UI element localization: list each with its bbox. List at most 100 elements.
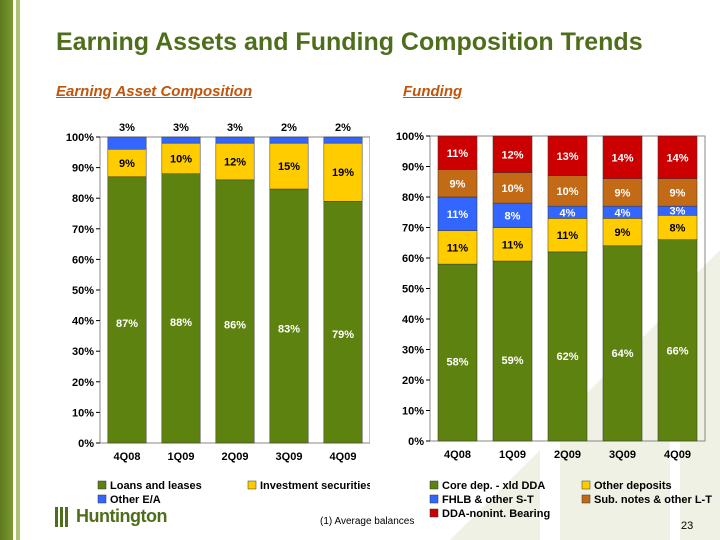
legend-swatch <box>97 480 107 490</box>
bar-segment <box>657 178 698 207</box>
y-tick-label: 20% <box>402 375 424 387</box>
bar-segment <box>269 188 309 444</box>
huntington-logo: Huntington <box>55 506 167 527</box>
bar-segment <box>437 196 478 231</box>
left-decorative-stripe <box>16 0 20 540</box>
data-label: 59% <box>501 355 523 367</box>
bar-segment <box>547 218 588 253</box>
left-decorative-bar <box>0 0 13 540</box>
data-label: 9% <box>450 178 466 190</box>
legend-label: Loans and leases <box>110 480 202 492</box>
bar-segment <box>602 245 643 442</box>
legend-swatch <box>429 480 439 490</box>
data-label: 15% <box>278 161 300 173</box>
x-tick-label: 1Q09 <box>168 451 195 463</box>
data-label: 10% <box>556 186 578 198</box>
legend-label: Other deposits <box>594 480 672 492</box>
legend-label: FHLB & other S-T <box>442 494 534 506</box>
bar-segment <box>161 136 201 144</box>
funding-subtitle: Funding <box>403 83 463 100</box>
data-label: 11% <box>447 242 469 254</box>
data-label: 14% <box>611 152 633 164</box>
data-label: 3% <box>173 122 189 134</box>
x-tick-label: 4Q09 <box>664 449 691 461</box>
bar-segment <box>437 263 478 442</box>
bar-segment <box>437 169 478 198</box>
x-tick-label: 4Q08 <box>444 449 471 461</box>
y-tick-label: 30% <box>402 345 424 357</box>
bar-segment <box>161 173 201 444</box>
y-tick-label: 40% <box>72 316 94 328</box>
bar-segment <box>323 201 363 444</box>
bar-segment <box>547 251 588 442</box>
legend-swatch <box>429 494 439 504</box>
x-tick-label: 3Q09 <box>609 449 636 461</box>
bar-segment <box>602 218 643 247</box>
data-label: 2% <box>335 122 351 134</box>
bar-segment <box>269 136 309 144</box>
x-tick-label: 2Q09 <box>222 451 249 463</box>
data-label: 66% <box>666 345 688 357</box>
bar-segment <box>492 227 533 262</box>
data-label: 8% <box>670 223 686 235</box>
legend-swatch <box>429 508 439 518</box>
bar-segment <box>437 135 478 170</box>
legend-label: Investment securities <box>260 480 370 492</box>
data-label: 62% <box>556 351 578 363</box>
x-tick-label: 2Q09 <box>554 449 581 461</box>
y-tick-label: 0% <box>78 438 94 450</box>
data-label: 12% <box>501 149 523 161</box>
data-label: 11% <box>447 209 469 221</box>
footnote: (1) Average balances <box>320 516 415 527</box>
x-tick-label: 3Q09 <box>276 451 303 463</box>
data-label: 12% <box>224 156 246 168</box>
bar-segment <box>657 239 698 442</box>
data-label: 14% <box>666 152 688 164</box>
bar-segment <box>657 135 698 179</box>
bar-segment <box>215 179 255 444</box>
bar-segment <box>107 148 147 178</box>
y-tick-label: 60% <box>402 253 424 265</box>
data-label: 64% <box>611 348 633 360</box>
data-label: 9% <box>615 227 631 239</box>
bar-segment <box>215 136 255 144</box>
data-label: 8% <box>505 210 521 222</box>
y-tick-label: 100% <box>66 132 94 144</box>
page-title: Earning Assets and Funding Composition T… <box>56 28 643 56</box>
y-tick-label: 90% <box>402 162 424 174</box>
legend-label: Sub. notes & other L-T <box>594 494 712 506</box>
x-tick-label: 4Q09 <box>330 451 357 463</box>
bar-segment <box>602 135 643 179</box>
data-label: 88% <box>170 317 192 329</box>
legend-swatch <box>581 480 591 490</box>
bar-segment <box>215 142 255 181</box>
data-label: 4% <box>615 207 631 219</box>
y-tick-label: 0% <box>408 436 424 448</box>
bar-segment <box>437 230 478 265</box>
bar-segment <box>492 202 533 228</box>
legend-swatch <box>247 480 257 490</box>
y-tick-label: 10% <box>402 406 424 418</box>
bar-segment <box>547 135 588 176</box>
logo-mark-icon <box>55 506 71 527</box>
data-label: 4% <box>560 207 576 219</box>
y-tick-label: 30% <box>72 346 94 358</box>
y-tick-label: 60% <box>72 254 94 266</box>
x-tick-label: 4Q08 <box>114 451 141 463</box>
data-label: 2% <box>281 122 297 134</box>
legend-swatch <box>97 494 107 504</box>
data-label: 3% <box>119 122 135 134</box>
data-label: 86% <box>224 320 246 332</box>
y-tick-label: 80% <box>72 193 94 205</box>
y-tick-label: 70% <box>72 224 94 236</box>
bar-segment <box>657 215 698 240</box>
bar-segment <box>492 260 533 442</box>
data-label: 79% <box>332 329 354 341</box>
data-label: 19% <box>332 167 354 179</box>
bar-segment <box>492 172 533 204</box>
page-number: 23 <box>681 520 694 532</box>
y-tick-label: 90% <box>72 163 94 175</box>
data-label: 58% <box>446 356 468 368</box>
legend-label: DDA-nonint. Bearing <box>442 508 550 520</box>
